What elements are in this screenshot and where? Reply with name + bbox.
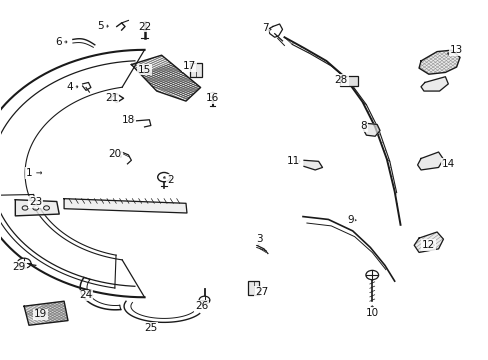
Polygon shape bbox=[131, 55, 200, 101]
Polygon shape bbox=[24, 301, 68, 325]
Text: 21: 21 bbox=[105, 93, 118, 103]
Polygon shape bbox=[64, 199, 186, 213]
Polygon shape bbox=[363, 123, 379, 136]
Text: 28: 28 bbox=[334, 75, 347, 85]
Text: 13: 13 bbox=[449, 45, 462, 55]
Text: 9: 9 bbox=[347, 215, 353, 225]
Text: 2: 2 bbox=[167, 175, 173, 185]
Text: 11: 11 bbox=[286, 156, 299, 166]
Polygon shape bbox=[417, 152, 443, 170]
Text: 15: 15 bbox=[138, 64, 151, 75]
Text: 18: 18 bbox=[122, 115, 135, 125]
Text: 23: 23 bbox=[29, 197, 42, 207]
Polygon shape bbox=[413, 232, 443, 252]
Text: 22: 22 bbox=[138, 22, 151, 32]
Bar bbox=[248, 281, 259, 295]
Text: 3: 3 bbox=[255, 234, 262, 244]
Text: 12: 12 bbox=[421, 240, 434, 250]
Bar bbox=[339, 76, 357, 86]
Text: 27: 27 bbox=[254, 287, 267, 297]
Text: 16: 16 bbox=[206, 93, 219, 103]
FancyBboxPatch shape bbox=[189, 63, 201, 77]
Text: 14: 14 bbox=[441, 159, 454, 169]
Polygon shape bbox=[418, 50, 459, 74]
Text: 25: 25 bbox=[144, 323, 157, 333]
Text: 10: 10 bbox=[365, 308, 378, 318]
Text: 4: 4 bbox=[66, 82, 73, 92]
Circle shape bbox=[199, 296, 209, 304]
Polygon shape bbox=[304, 160, 322, 170]
Text: 1: 1 bbox=[25, 168, 32, 178]
Circle shape bbox=[17, 258, 31, 268]
Circle shape bbox=[209, 93, 216, 98]
Text: 7: 7 bbox=[261, 23, 268, 33]
Text: 6: 6 bbox=[55, 37, 61, 47]
Polygon shape bbox=[15, 200, 59, 216]
Text: 5: 5 bbox=[97, 21, 104, 31]
Text: 26: 26 bbox=[195, 301, 208, 311]
Text: 20: 20 bbox=[108, 149, 122, 159]
Text: 19: 19 bbox=[34, 310, 47, 319]
Text: 8: 8 bbox=[360, 121, 366, 131]
Text: 29: 29 bbox=[13, 262, 26, 272]
Circle shape bbox=[365, 270, 378, 280]
Text: 17: 17 bbox=[183, 61, 196, 71]
Text: 24: 24 bbox=[79, 291, 92, 301]
Circle shape bbox=[158, 172, 170, 182]
Polygon shape bbox=[420, 77, 447, 91]
